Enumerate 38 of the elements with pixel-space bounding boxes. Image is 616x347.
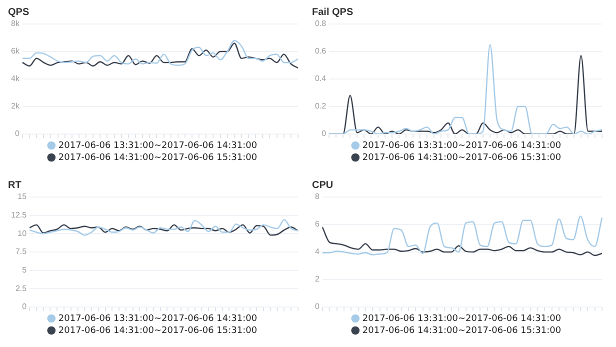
y-tick-label: 4k [10,74,20,84]
y-tick-label: 0 [22,302,28,312]
y-tick-label: 0.8 [314,19,327,28]
legend-label: 2017-06-06 14:31:00~2017-06-06 15:31:00 [362,326,562,336]
chart-title: RT [8,180,22,191]
y-tick-label: 0.2 [314,102,327,111]
y-tick-label: 4 [314,247,320,256]
legend-label: 2017-06-06 14:31:00~2017-06-06 15:31:00 [362,152,562,163]
y-tick-label: 0 [322,129,327,138]
y-tick-label: 5 [22,266,28,275]
line-series [322,216,603,256]
y-tick-label: 0.4 [314,74,327,84]
chart-title: Fail QPS [312,6,354,18]
legend-label: 2017-06-06 14:31:00~2017-06-06 15:31:00 [58,152,258,163]
y-tick-label: 10 [18,228,28,238]
y-tick-label: 0 [314,302,320,312]
legend-label: 2017-06-06 13:31:00~2017-06-06 14:31:00 [362,140,562,151]
y-tick-label: 12.5 [10,210,28,220]
legend-label: 2017-06-06 13:31:00~2017-06-06 14:31:00 [362,314,562,324]
y-tick-label: 7.5 [15,247,28,256]
y-tick-label: 0.6 [314,46,327,56]
line-series [28,219,299,236]
y-tick-label: 0 [14,129,20,138]
y-tick-label: 2.5 [15,284,28,293]
legend-label: 2017-06-06 13:31:00~2017-06-06 14:31:00 [58,140,258,151]
y-tick-label: 6k [10,46,20,56]
chart-title: CPU [312,180,334,191]
y-tick-label: 6 [314,220,320,229]
y-tick-label: 8 [314,192,320,202]
y-tick-label: 15 [18,192,28,202]
line-series [322,226,603,256]
line-series [28,224,299,236]
y-tick-label: 2k [10,102,20,111]
y-tick-label: 2 [314,274,320,284]
chart-title: QPS [8,6,30,18]
y-tick-label: 8k [10,19,20,28]
legend-label: 2017-06-06 14:31:00~2017-06-06 15:31:00 [58,326,258,336]
legend-label: 2017-06-06 13:31:00~2017-06-06 14:31:00 [58,314,258,324]
